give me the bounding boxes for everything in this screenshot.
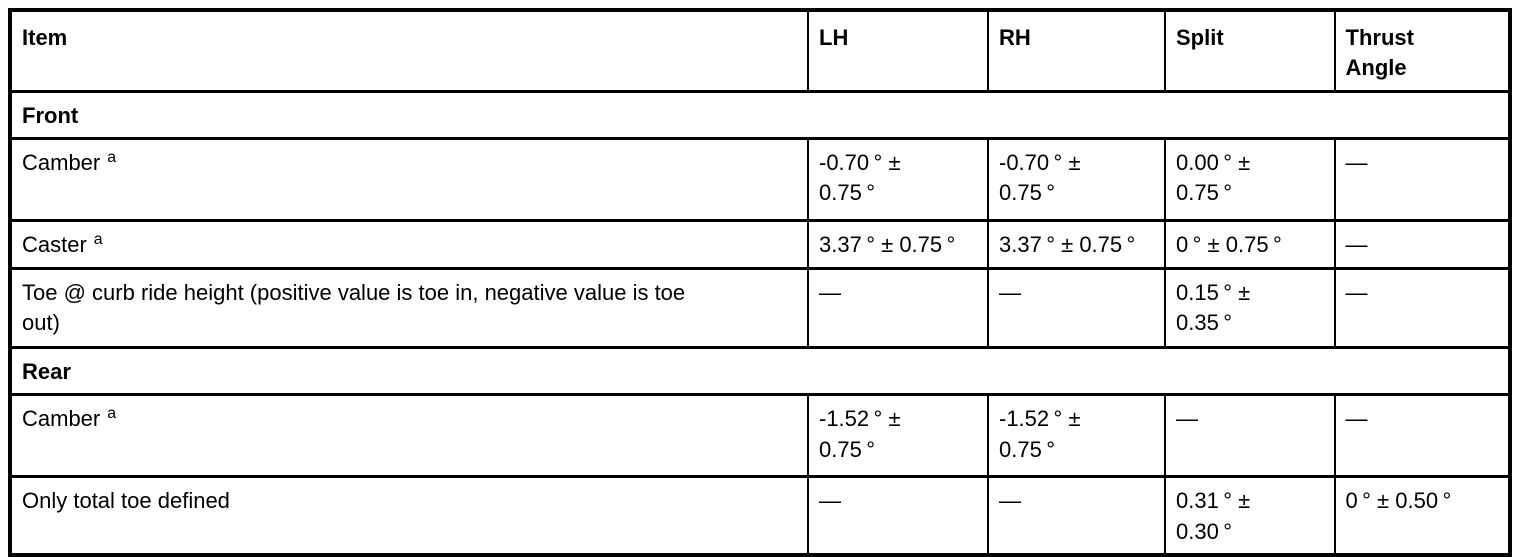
cell-lh: — — [807, 267, 989, 350]
section-label-front: Front — [9, 89, 1511, 141]
cell-rh: — — [987, 267, 1166, 350]
row-item-label: Toe @ curb ride height (positive value i… — [9, 267, 809, 350]
section-label-rear: Rear — [9, 346, 1511, 397]
section-row-rear: Rear — [9, 346, 1511, 397]
cell-thrust-angle: — — [1333, 393, 1511, 479]
col-header-rh: RH — [987, 8, 1166, 93]
cell-lh: -1.52 ° ± 0.75 ° — [807, 393, 989, 479]
cell-thrust-angle: — — [1333, 137, 1511, 223]
cell-lh: — — [807, 475, 989, 557]
spec-row-camber-front: Camber a -0.70 ° ± 0.75 ° -0.70 ° ± 0.75 … — [9, 137, 1511, 223]
col-header-thrust-angle: Thrust Angle — [1333, 8, 1511, 93]
footnote-marker: a — [107, 148, 117, 166]
item-text: Camber — [22, 406, 101, 432]
cell-rh: -1.52 ° ± 0.75 ° — [987, 393, 1166, 479]
row-item-label: Caster a — [9, 219, 809, 271]
cell-split: — — [1164, 393, 1336, 479]
row-item-label: Camber a — [9, 137, 809, 223]
spec-row-camber-rear: Camber a -1.52 ° ± 0.75 ° -1.52 ° ± 0.75 … — [9, 393, 1511, 479]
item-text: Camber — [22, 150, 101, 176]
cell-thrust-angle: 0 ° ± 0.50 ° — [1333, 475, 1511, 557]
cell-split: 0 ° ± 0.75 ° — [1164, 219, 1336, 271]
row-item-label: Only total toe defined — [9, 475, 809, 557]
item-text: Caster — [22, 232, 87, 258]
table-header-row: Item LH RH Split Thrust Angle — [9, 8, 1511, 93]
footnote-marker: a — [107, 405, 117, 423]
col-header-split: Split — [1164, 8, 1336, 93]
cell-rh: 3.37 ° ± 0.75 ° — [987, 219, 1166, 271]
footnote-marker: a — [93, 230, 103, 248]
row-item-label: Camber a — [9, 393, 809, 479]
cell-split: 0.15 ° ± 0.35 ° — [1164, 267, 1336, 350]
col-header-item: Item — [9, 8, 809, 93]
cell-rh: -0.70 ° ± 0.75 ° — [987, 137, 1166, 223]
spec-row-total-toe-rear: Only total toe defined — — 0.31 ° ± 0.30… — [9, 475, 1511, 557]
cell-rh: — — [987, 475, 1166, 557]
cell-thrust-angle: — — [1333, 219, 1511, 271]
alignment-spec-table: Item LH RH Split Thrust Angle Front Camb… — [8, 8, 1512, 557]
cell-split: 0.00 ° ± 0.75 ° — [1164, 137, 1336, 223]
cell-lh: -0.70 ° ± 0.75 ° — [807, 137, 989, 223]
section-row-front: Front — [9, 89, 1511, 141]
spec-row-caster-front: Caster a 3.37 ° ± 0.75 ° 3.37 ° ± 0.75 ° … — [9, 219, 1511, 271]
cell-thrust-angle: — — [1333, 267, 1511, 350]
cell-split: 0.31 ° ± 0.30 ° — [1164, 475, 1336, 557]
cell-lh: 3.37 ° ± 0.75 ° — [807, 219, 989, 271]
spec-row-toe-front: Toe @ curb ride height (positive value i… — [9, 267, 1511, 350]
col-header-lh: LH — [807, 8, 989, 93]
